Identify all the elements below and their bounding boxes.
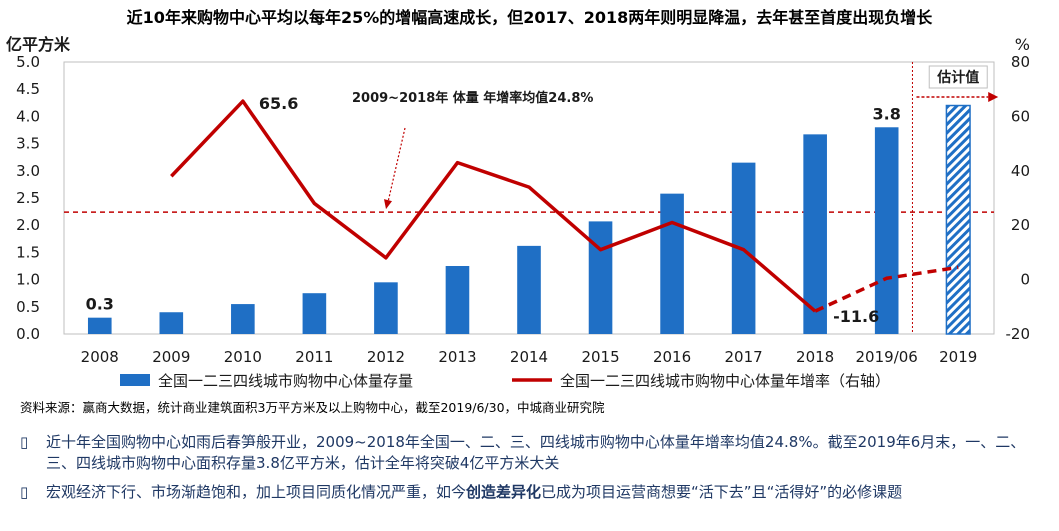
left-axis-tick-label: 0.0: [16, 325, 40, 343]
annotation-arrow-line: [387, 127, 406, 203]
left-axis-tick-label: 3.5: [16, 135, 40, 153]
data-label: 0.3: [86, 295, 114, 314]
x-axis-tick-label: 2010: [224, 348, 262, 366]
estimate-arrow-head: [988, 92, 999, 102]
bullet-1: ▯ 近十年全国购物中心如雨后春笋般开业，2009~2018年全国一、二、三、四线城…: [20, 432, 1050, 474]
growth-line-actual: [170, 99, 817, 313]
legend-label-bar: 全国一二三四线城市购物中心体量存量: [158, 372, 413, 390]
bar: [159, 312, 184, 334]
right-axis-tick-label: 0: [1020, 271, 1030, 289]
average-annotation: 2009~2018年 体量 年增率均值24.8%: [352, 90, 593, 106]
bar: [660, 193, 684, 334]
bullet-1-text: 近十年全国购物中心如雨后春笋般开业，2009~2018年全国一、二、三、四线城市…: [46, 433, 1026, 472]
right-axis-tick-label: 40: [1011, 162, 1030, 180]
data-label: 65.6: [259, 94, 298, 113]
x-axis-tick-label: 2011: [295, 348, 333, 366]
left-axis-tick-label: 2.5: [16, 189, 40, 207]
bar: [302, 293, 327, 334]
left-axis-tick-label: 4.5: [16, 80, 40, 98]
right-axis-tick-label: 60: [1011, 107, 1030, 125]
bullet-2-text: 宏观经济下行、市场渐趋饱和，加上项目同质化情况严重，如今创造差异化已成为项目运营…: [46, 482, 1046, 503]
x-axis-tick-label: 2019: [939, 348, 977, 366]
growth-line-estimate: [814, 265, 959, 313]
x-axis-tick-label: 2014: [510, 348, 548, 366]
x-axis-tick-label: 2017: [725, 348, 763, 366]
bullet-marker-icon: ▯: [20, 433, 29, 451]
right-axis-tick-label: 80: [1011, 53, 1030, 71]
x-axis-tick-label: 2009: [152, 348, 190, 366]
source-note: 资料来源：赢商大数据，统计商业建筑面积3万平方米及以上购物中心，截至2019/6…: [20, 400, 605, 415]
estimate-label-box: [928, 65, 988, 89]
estimate-label: 估计值: [936, 69, 979, 86]
left-axis-tick-label: 1.0: [16, 271, 40, 289]
data-label: -11.6: [833, 307, 879, 326]
bar: [231, 304, 255, 334]
left-axis-tick-label: 1.5: [16, 243, 40, 261]
legend-swatch-bar: [120, 374, 150, 386]
chart-headline: 近10年来购物中心平均以每年25%的增幅高速成长，但2017、2018两年则明显…: [126, 8, 933, 27]
left-axis-title: 亿平方米: [6, 35, 71, 54]
annotation-arrow-head: [384, 199, 392, 210]
x-axis-tick-label: 2013: [438, 348, 476, 366]
x-axis-tick-label: 2019/06: [856, 348, 918, 366]
legend-label-line: 全国一二三四线城市购物中心体量年增率（右轴）: [560, 372, 890, 390]
right-axis-tick-label: 20: [1011, 216, 1030, 234]
bar: [588, 221, 613, 334]
left-axis-tick-label: 4.0: [16, 107, 40, 125]
x-axis-tick-label: 2012: [367, 348, 405, 366]
bullet-2-highlight: 创造差异化: [466, 483, 542, 501]
x-axis-tick-label: 2016: [653, 348, 691, 366]
bar: [445, 266, 470, 334]
bar: [517, 245, 541, 334]
bullet-2-text-before: 宏观经济下行、市场渐趋饱和，加上项目同质化情况严重，如今: [46, 483, 467, 501]
data-label: 3.8: [873, 104, 901, 123]
left-axis-tick-label: 3.0: [16, 162, 40, 180]
bar: [374, 282, 398, 334]
bullet-2: ▯ 宏观经济下行、市场渐趋饱和，加上项目同质化情况严重，如今创造差异化已成为项目运…: [20, 482, 1050, 503]
bar: [87, 317, 112, 334]
bar-estimate: [945, 104, 971, 335]
left-axis-tick-label: 2.0: [16, 216, 40, 234]
right-axis-title: %: [1015, 35, 1030, 54]
left-axis-tick-label: 0.5: [16, 298, 40, 316]
bar: [803, 134, 827, 334]
right-axis-tick-label: -20: [1006, 325, 1031, 343]
bullet-marker-icon: ▯: [20, 483, 29, 501]
bar: [874, 127, 899, 334]
x-axis-tick-label: 2018: [796, 348, 834, 366]
x-axis-tick-label: 2015: [581, 348, 619, 366]
bullet-2-text-after: 已成为项目运营商想要“活下去”且“活得好”的必修课题: [541, 483, 903, 501]
left-axis-tick-label: 5.0: [16, 53, 40, 71]
x-axis-tick-label: 2008: [81, 348, 119, 366]
